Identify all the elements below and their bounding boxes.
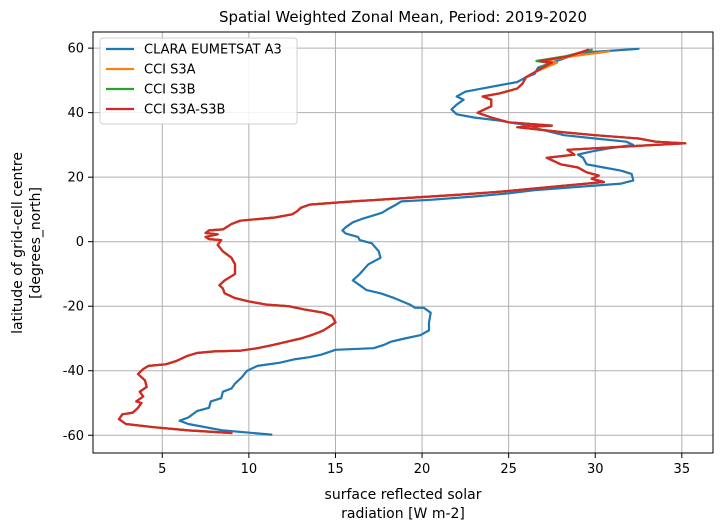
y-tick-label: 20: [67, 171, 84, 186]
x-tick-label: 10: [241, 462, 258, 477]
x-axis-label-line1: surface reflected solar: [325, 487, 482, 503]
legend-label-cci-s3a-s3b: CCI S3A-S3B: [144, 103, 225, 118]
chart-title: Spatial Weighted Zonal Mean, Period: 201…: [219, 8, 587, 26]
y-tick-label: -60: [63, 429, 84, 444]
legend-box: [99, 37, 298, 125]
series-line-clara-eumetsat-a3: [178, 47, 640, 436]
x-axis-label-line2: radiation [W m-2]: [341, 506, 465, 522]
legend-label-cci-s3a: CCI S3A: [144, 63, 196, 78]
legend-label-cci-s3b: CCI S3B: [144, 83, 196, 98]
y-tick-label: 60: [67, 42, 84, 57]
x-tick-label: 35: [674, 462, 691, 477]
y-axis-ticks: -60 -40 -20 0 20 40 60: [63, 42, 93, 444]
x-tick-label: 15: [327, 462, 344, 477]
x-axis-ticks: 5 10 15 20 25 30 35: [158, 453, 690, 477]
legend-label-clara-eumetsat-a3: CLARA EUMETSAT A3: [144, 43, 282, 58]
x-tick-label: 25: [500, 462, 517, 477]
y-tick-label: -40: [63, 364, 84, 379]
y-axis-label-line1: latitude of grid-cell centre: [10, 152, 26, 334]
x-tick-label: 5: [158, 462, 166, 477]
plot-frame: [92, 31, 714, 454]
x-tick-label: 20: [414, 462, 431, 477]
y-tick-label: 0: [76, 235, 84, 250]
legend: CLARA EUMETSAT A3 CCI S3A CCI S3B CCI S3A-S…: [99, 37, 298, 125]
y-tick-label: -20: [63, 300, 84, 315]
y-tick-label: 40: [67, 106, 84, 121]
y-axis-label-line2: [degrees_north]: [28, 187, 44, 299]
series-line-cci-s3a-s3b: [117, 48, 687, 435]
x-tick-label: 30: [587, 462, 604, 477]
series-lines: [117, 47, 687, 436]
grid: [93, 32, 713, 453]
